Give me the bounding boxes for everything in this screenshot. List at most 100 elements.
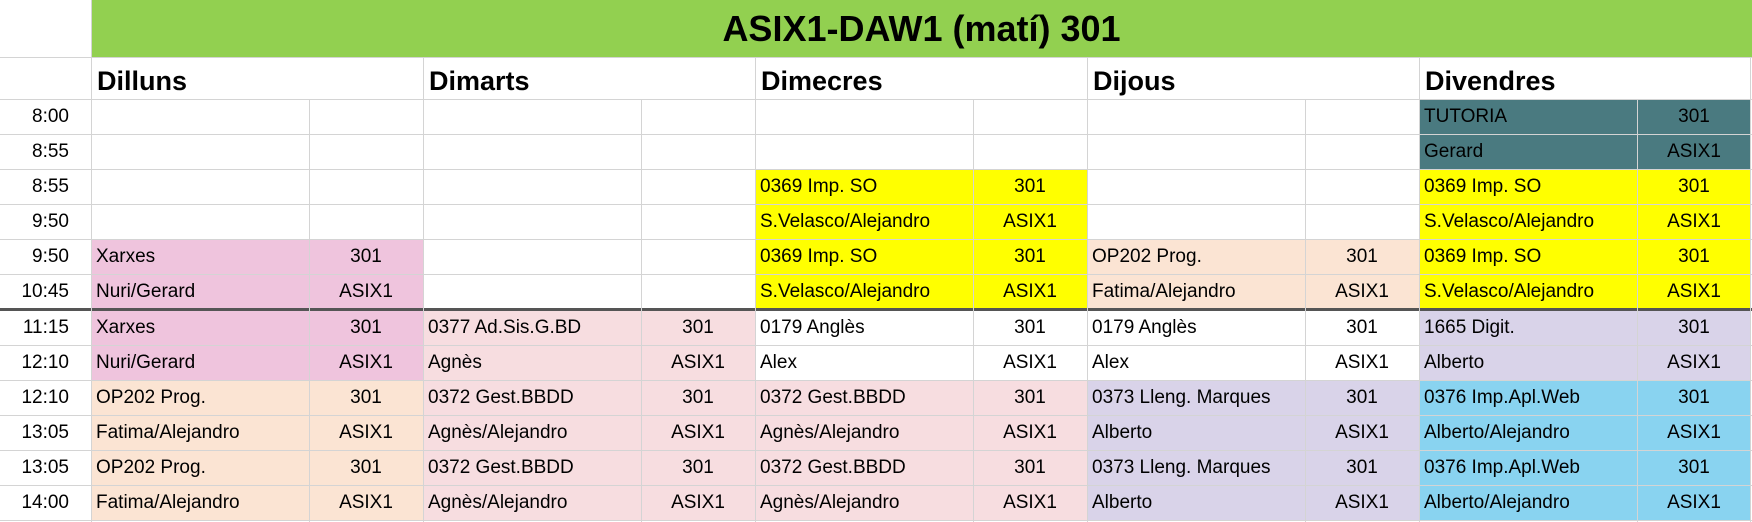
group-cell[interactable]: [309, 204, 423, 239]
day-header-dimarts[interactable]: Dimarts: [429, 66, 530, 96]
group-cell[interactable]: ASIX1: [1667, 210, 1721, 232]
room-cell[interactable]: [641, 99, 755, 134]
time-end[interactable]: 13:05: [21, 421, 69, 443]
subject-cell[interactable]: 0372 Gest.BBDD: [760, 386, 906, 408]
subject-cell[interactable]: [91, 169, 309, 204]
room-cell[interactable]: [641, 239, 755, 274]
room-cell[interactable]: 301: [350, 386, 382, 408]
teacher-cell[interactable]: Alex: [760, 351, 797, 373]
group-cell[interactable]: ASIX1: [1003, 280, 1057, 302]
room-cell[interactable]: 301: [1678, 105, 1710, 127]
room-cell[interactable]: 301: [1014, 316, 1046, 338]
subject-cell[interactable]: 0376 Imp.Apl.Web: [1424, 386, 1580, 408]
subject-cell[interactable]: [755, 99, 973, 134]
day-header-divendres[interactable]: Divendres: [1425, 66, 1556, 96]
group-cell[interactable]: ASIX1: [671, 491, 725, 513]
teacher-cell[interactable]: [1087, 204, 1305, 239]
subject-cell[interactable]: OP202 Prog.: [96, 456, 206, 478]
teacher-cell[interactable]: [423, 204, 641, 239]
group-cell[interactable]: ASIX1: [1667, 351, 1721, 373]
subject-cell[interactable]: 1665 Digit.: [1424, 316, 1515, 338]
teacher-cell[interactable]: Alberto: [1092, 421, 1153, 443]
day-header-dijous[interactable]: Dijous: [1093, 66, 1176, 96]
subject-cell[interactable]: 0372 Gest.BBDD: [428, 386, 574, 408]
room-cell[interactable]: 301: [350, 316, 382, 338]
time-start[interactable]: 12:10: [21, 386, 69, 408]
room-cell[interactable]: [641, 169, 755, 204]
group-cell[interactable]: ASIX1: [671, 421, 725, 443]
subject-cell[interactable]: 0373 Lleng. Marques: [1092, 456, 1271, 478]
group-cell[interactable]: [641, 274, 755, 309]
room-cell[interactable]: [1305, 169, 1419, 204]
room-cell[interactable]: 301: [1014, 175, 1046, 197]
time-start[interactable]: 9:50: [32, 245, 69, 267]
group-cell[interactable]: ASIX1: [339, 421, 393, 443]
room-cell[interactable]: 301: [1014, 245, 1046, 267]
group-cell[interactable]: ASIX1: [1667, 140, 1721, 162]
group-cell[interactable]: ASIX1: [1667, 280, 1721, 302]
time-end[interactable]: 14:00: [21, 491, 69, 513]
teacher-cell[interactable]: Nuri/Gerard: [96, 280, 196, 302]
room-cell[interactable]: 301: [1678, 175, 1710, 197]
room-cell[interactable]: 301: [1678, 245, 1710, 267]
group-cell[interactable]: [1305, 204, 1419, 239]
room-cell[interactable]: 301: [350, 456, 382, 478]
group-cell[interactable]: ASIX1: [1003, 421, 1057, 443]
subject-cell[interactable]: 0369 Imp. SO: [1424, 245, 1542, 267]
teacher-cell[interactable]: S.Velasco/Alejandro: [1424, 210, 1595, 232]
group-cell[interactable]: ASIX1: [1003, 351, 1057, 373]
group-cell[interactable]: ASIX1: [671, 351, 725, 373]
group-cell[interactable]: ASIX1: [339, 351, 393, 373]
teacher-cell[interactable]: Nuri/Gerard: [96, 351, 196, 373]
group-cell[interactable]: ASIX1: [339, 280, 393, 302]
group-cell[interactable]: [309, 134, 423, 169]
teacher-cell[interactable]: S.Velasco/Alejandro: [1424, 280, 1595, 302]
group-cell[interactable]: [1305, 134, 1419, 169]
room-cell[interactable]: 301: [1346, 456, 1378, 478]
group-cell[interactable]: [973, 134, 1087, 169]
subject-cell[interactable]: TUTORIA: [1424, 105, 1508, 127]
room-cell[interactable]: 301: [1014, 386, 1046, 408]
teacher-cell[interactable]: S.Velasco/Alejandro: [760, 280, 931, 302]
subject-cell[interactable]: 0369 Imp. SO: [1424, 175, 1542, 197]
teacher-cell[interactable]: S.Velasco/Alejandro: [760, 210, 931, 232]
teacher-cell[interactable]: Alberto: [1424, 351, 1485, 373]
teacher-cell[interactable]: Agnès/Alejandro: [760, 491, 900, 513]
teacher-cell[interactable]: Agnès/Alejandro: [428, 491, 568, 513]
subject-cell[interactable]: 0372 Gest.BBDD: [760, 456, 906, 478]
room-cell[interactable]: 301: [682, 456, 714, 478]
teacher-cell[interactable]: Alberto/Alejandro: [1424, 491, 1570, 513]
teacher-cell[interactable]: [423, 274, 641, 309]
group-cell[interactable]: ASIX1: [1335, 491, 1389, 513]
time-end[interactable]: 10:45: [21, 280, 69, 302]
subject-cell[interactable]: 0377 Ad.Sis.G.BD: [428, 316, 582, 338]
subject-cell[interactable]: 0369 Imp. SO: [760, 245, 878, 267]
subject-cell[interactable]: OP202 Prog.: [96, 386, 206, 408]
group-cell[interactable]: ASIX1: [1003, 491, 1057, 513]
teacher-cell[interactable]: [755, 134, 973, 169]
room-cell[interactable]: 301: [1678, 456, 1710, 478]
time-start[interactable]: 8:55: [32, 175, 69, 197]
subject-cell[interactable]: [423, 99, 641, 134]
room-cell[interactable]: [1305, 99, 1419, 134]
room-cell[interactable]: 301: [1346, 316, 1378, 338]
group-cell[interactable]: ASIX1: [1003, 210, 1057, 232]
time-end[interactable]: 8:55: [32, 140, 69, 162]
group-cell[interactable]: ASIX1: [339, 491, 393, 513]
teacher-cell[interactable]: Alberto/Alejandro: [1424, 421, 1570, 443]
room-cell[interactable]: 301: [1678, 316, 1710, 338]
teacher-cell[interactable]: Agnès: [428, 351, 482, 373]
time-end[interactable]: 9:50: [32, 210, 69, 232]
room-cell[interactable]: 301: [1346, 386, 1378, 408]
subject-cell[interactable]: 0376 Imp.Apl.Web: [1424, 456, 1580, 478]
subject-cell[interactable]: [423, 239, 641, 274]
room-cell[interactable]: [309, 169, 423, 204]
room-cell[interactable]: 301: [350, 245, 382, 267]
subject-cell[interactable]: Xarxes: [96, 245, 156, 267]
corner-cell[interactable]: [0, 57, 91, 99]
subject-cell[interactable]: OP202 Prog.: [1092, 245, 1202, 267]
subject-cell[interactable]: Xarxes: [96, 316, 156, 338]
teacher-cell[interactable]: [423, 134, 641, 169]
subject-cell[interactable]: 0373 Lleng. Marques: [1092, 386, 1271, 408]
room-cell[interactable]: 301: [682, 316, 714, 338]
